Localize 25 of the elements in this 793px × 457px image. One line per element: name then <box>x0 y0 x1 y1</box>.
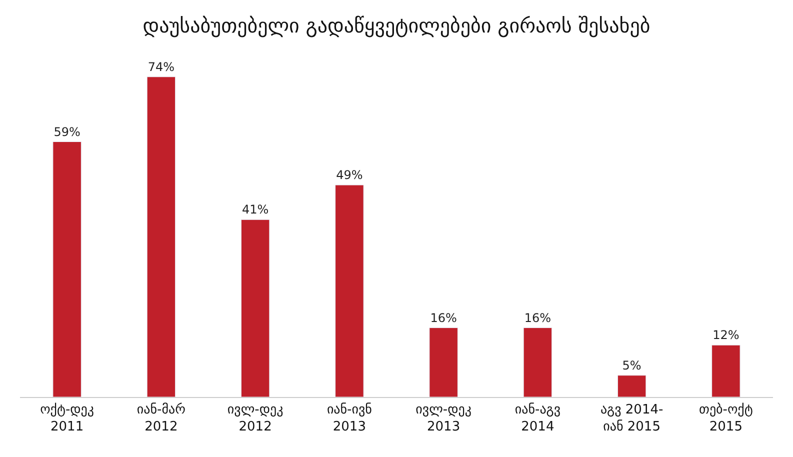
bar <box>617 375 646 397</box>
data-label: 12% <box>712 328 740 342</box>
x-tick-label: იან-აგვ 2014 <box>514 402 561 434</box>
data-label: 5% <box>622 358 642 372</box>
data-label: 41% <box>242 202 269 217</box>
bar <box>712 344 740 397</box>
bar <box>146 76 176 397</box>
bar <box>240 219 270 397</box>
bar <box>429 328 458 397</box>
x-tick-label: იან-მარ 2012 <box>136 402 186 434</box>
x-tick-label: ივლ-დეკ 2013 <box>416 402 472 434</box>
bar <box>335 184 364 397</box>
data-label: 16% <box>430 310 457 325</box>
data-label: 49% <box>336 168 363 182</box>
bar <box>52 142 82 397</box>
bar <box>523 328 552 397</box>
x-tick-label: ოქტ-დეკ 2011 <box>40 402 94 434</box>
x-tick-label: თებ-ოქტ 2015 <box>699 402 753 434</box>
chart-title: დაუსაბუთებელი გადაწყვეტილებები გირაოს შესახებ <box>142 13 650 38</box>
x-tick-label: ივლ-დეკ 2012 <box>227 402 284 434</box>
data-label: 59% <box>54 124 80 139</box>
x-tick-label: აგვ 2014- იან 2015 <box>600 402 664 434</box>
data-label: 74% <box>148 60 175 74</box>
data-label: 16% <box>524 310 552 325</box>
x-tick-label: იან-ივნ 2013 <box>326 402 372 434</box>
